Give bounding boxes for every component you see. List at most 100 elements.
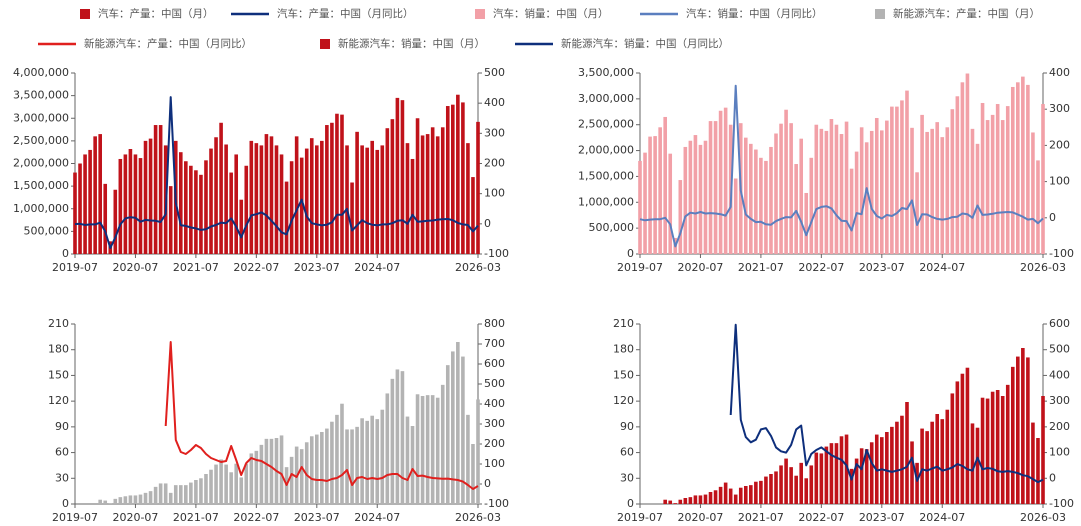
bar	[779, 123, 783, 255]
y2-tick-label: 0	[484, 217, 491, 230]
line-series	[729, 323, 1044, 484]
bar	[189, 165, 193, 254]
y2-tick-label: 0	[484, 477, 491, 490]
y-tick-label: 500,000	[589, 221, 635, 234]
bar	[138, 494, 143, 504]
bar	[355, 131, 359, 254]
bar	[103, 183, 108, 254]
bar	[1005, 106, 1010, 255]
bar	[693, 495, 698, 504]
bar	[350, 429, 354, 504]
bar	[920, 114, 924, 254]
bar	[839, 134, 844, 254]
bar	[234, 154, 238, 254]
bar	[345, 145, 349, 254]
bar	[269, 136, 274, 254]
bar	[194, 170, 198, 254]
bar	[859, 448, 864, 504]
y-tick-label: 0	[627, 497, 634, 510]
bar	[980, 397, 985, 504]
bar	[658, 127, 662, 254]
bar	[885, 432, 889, 504]
bar	[774, 133, 778, 254]
x-tick-label: 2019-07	[617, 511, 663, 524]
bar	[259, 444, 264, 504]
bar	[844, 121, 849, 255]
bar	[304, 442, 309, 504]
bar	[158, 125, 163, 254]
bar	[940, 137, 945, 254]
y-tick-label: 0	[62, 497, 69, 510]
bar	[688, 140, 693, 254]
bar	[900, 100, 904, 254]
y2-tick-label: 800	[484, 317, 505, 330]
bar	[456, 342, 460, 504]
bar	[184, 161, 188, 254]
bar	[995, 104, 1000, 255]
bar	[955, 381, 960, 504]
bar	[854, 151, 859, 254]
bar	[264, 438, 269, 504]
bar	[653, 136, 657, 254]
y-tick-label: 2,000,000	[13, 157, 69, 170]
bar	[673, 503, 678, 504]
y-tick-label: 120	[48, 394, 69, 407]
x-tick-label: 2022-07	[233, 511, 279, 524]
bar	[834, 443, 839, 504]
bar	[471, 444, 475, 504]
y-tick-label: 60	[55, 446, 69, 459]
bar	[410, 158, 415, 254]
bar	[905, 402, 909, 504]
y2-tick-label: 300	[484, 126, 505, 139]
bar	[718, 110, 723, 254]
bar	[754, 481, 758, 504]
y-tick-label: 0	[62, 247, 69, 260]
bar	[143, 140, 148, 254]
bar	[925, 131, 929, 254]
bar	[774, 471, 778, 504]
bar	[128, 149, 133, 254]
bar	[98, 499, 102, 504]
bar	[83, 154, 87, 254]
bar	[178, 152, 183, 254]
bar	[749, 485, 753, 504]
bar	[663, 499, 667, 504]
x-tick-label: 2026-03	[455, 261, 501, 274]
bar	[229, 172, 233, 254]
bar	[1026, 84, 1030, 254]
bar	[294, 136, 299, 254]
bar	[703, 140, 708, 254]
y2-tick-label: 200	[1049, 420, 1070, 433]
bar	[224, 464, 228, 504]
bar	[975, 427, 980, 504]
bar	[224, 144, 228, 254]
bar	[279, 435, 284, 504]
bar	[1000, 396, 1005, 504]
bar	[824, 130, 829, 254]
bar	[219, 122, 223, 255]
bar	[420, 396, 425, 504]
y-tick-label: 60	[620, 446, 634, 459]
bar	[415, 118, 420, 254]
bar	[123, 154, 128, 254]
bar	[688, 497, 693, 504]
bar	[1036, 160, 1040, 254]
bar	[118, 497, 123, 504]
y-tick-label: 3,000,000	[578, 92, 634, 105]
y2-tick-label: 400	[1049, 66, 1070, 79]
y2-tick-label: 0	[1049, 471, 1056, 484]
bar	[668, 153, 673, 254]
x-tick-label: 2026-03	[455, 511, 501, 524]
bar	[733, 178, 738, 254]
y2-tick-label: 600	[484, 357, 505, 370]
x-tick-label: 2024-07	[919, 261, 965, 274]
legend-label: 新能源汽车：产量：中国（月）	[893, 7, 1040, 20]
bar	[380, 409, 385, 504]
bar	[718, 486, 723, 504]
bar	[779, 465, 783, 504]
bar	[668, 500, 673, 504]
x-tick-label: 2024-07	[354, 261, 400, 274]
bar	[648, 136, 652, 254]
y-tick-label: 90	[55, 420, 69, 433]
